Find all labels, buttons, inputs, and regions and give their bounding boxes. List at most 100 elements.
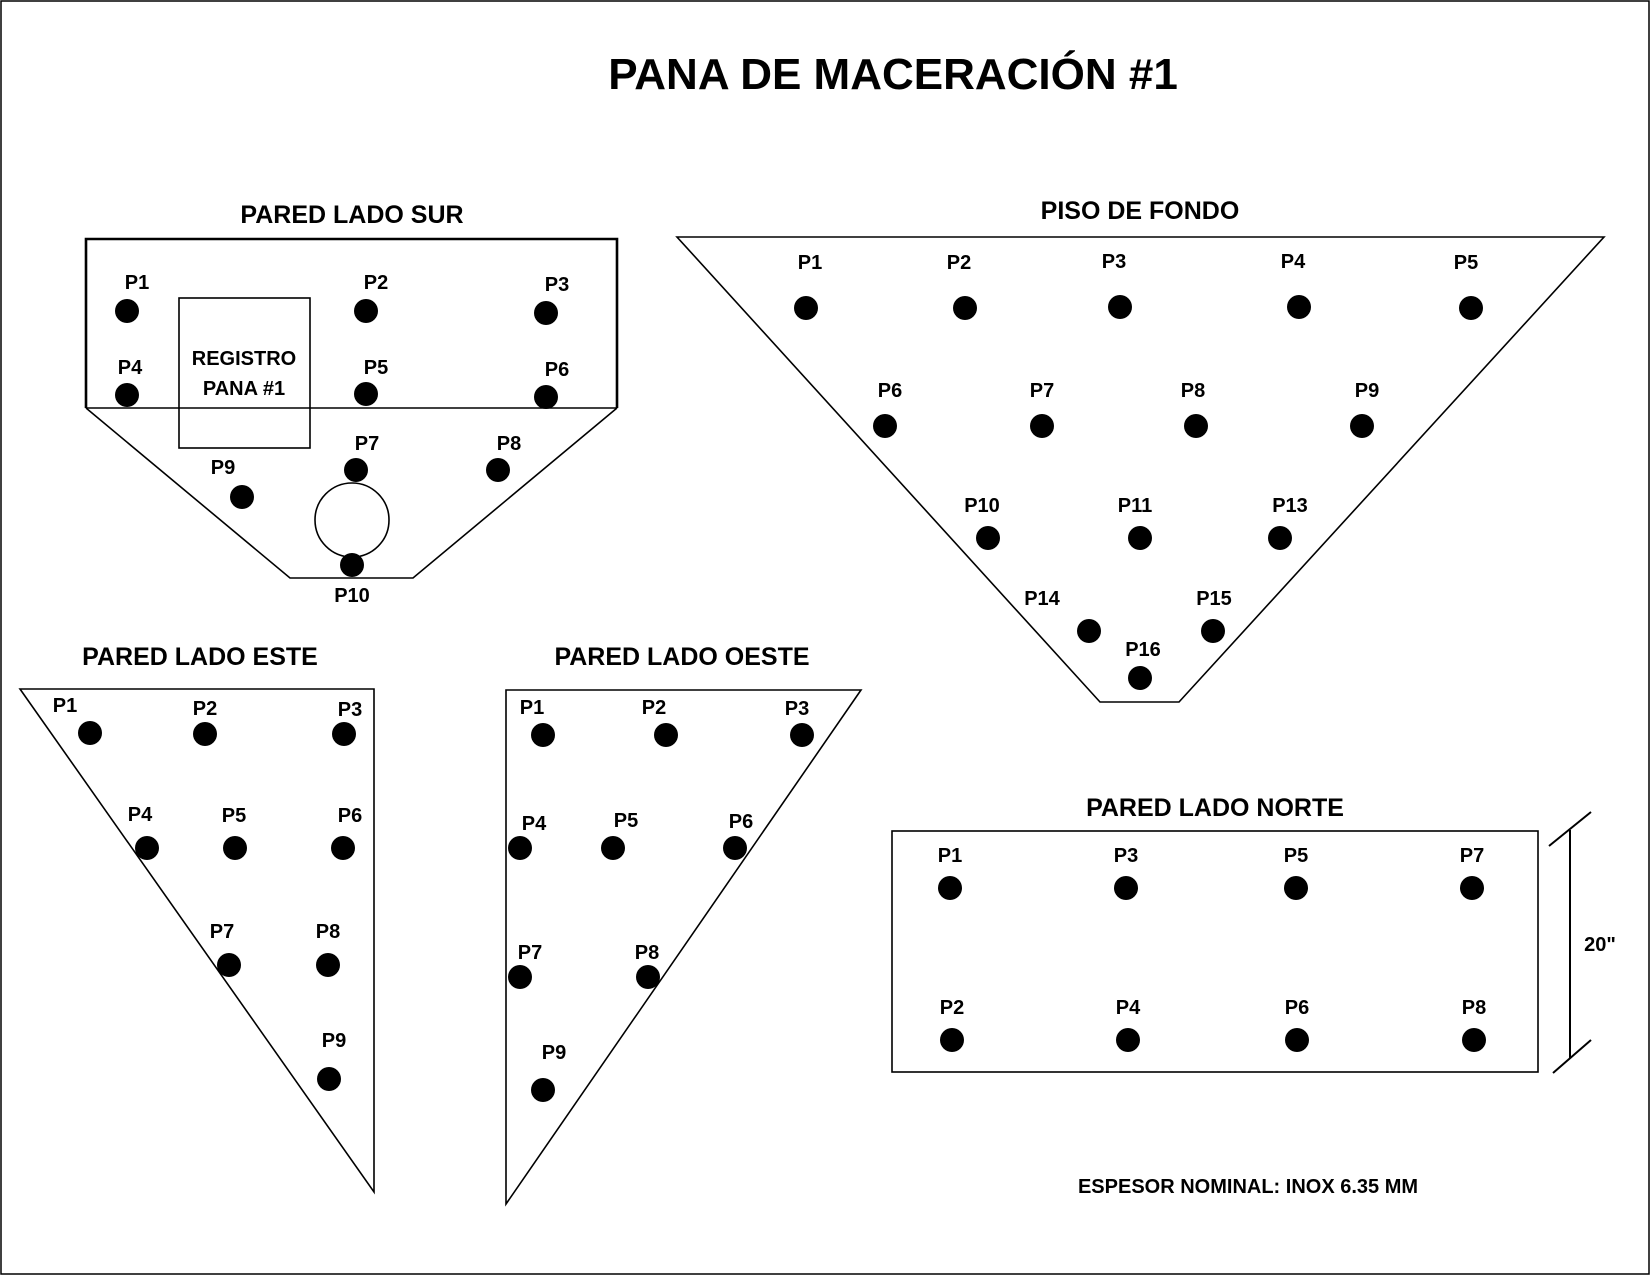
piso-point-p5[interactable]	[1459, 296, 1483, 320]
piso-label-p15: P15	[1196, 588, 1232, 610]
oeste-point-p4[interactable]	[508, 836, 532, 860]
sur-label-p1: P1	[125, 272, 149, 294]
oeste-point-p6[interactable]	[723, 836, 747, 860]
norte-label-p6: P6	[1285, 997, 1309, 1019]
oeste-label-p5: P5	[614, 810, 638, 832]
sur-label-p10: P10	[334, 585, 370, 607]
este-point-p3[interactable]	[332, 722, 356, 746]
piso-outline	[675, 236, 1606, 703]
este-outline	[18, 688, 375, 1195]
piso-point-p2[interactable]	[953, 296, 977, 320]
piso-point-p1[interactable]	[794, 296, 818, 320]
este-label-p1: P1	[53, 695, 77, 717]
norte-label-p2: P2	[940, 997, 964, 1019]
sur-label-p4: P4	[118, 357, 143, 379]
piso-label-p14: P14	[1024, 588, 1060, 610]
sur-point-p2[interactable]	[354, 299, 378, 323]
oeste-point-p1[interactable]	[531, 723, 555, 747]
panel-pared-lado-oeste: PARED LADO OESTE P1 P2 P3 P4 P5 P6 P7 P8…	[505, 643, 863, 1207]
piso-point-p6[interactable]	[873, 414, 897, 438]
este-point-p1[interactable]	[78, 721, 102, 745]
sur-lower-trapezoid-outline	[85, 407, 618, 579]
sur-point-p3[interactable]	[534, 301, 558, 325]
piso-label-p5: P5	[1454, 252, 1478, 274]
registro-label-line2: PANA #1	[203, 378, 285, 400]
norte-point-p5[interactable]	[1284, 876, 1308, 900]
este-point-p4[interactable]	[135, 836, 159, 860]
oeste-point-p3[interactable]	[790, 723, 814, 747]
page-title: PANA DE MACERACIÓN #1	[608, 49, 1178, 99]
oeste-point-p2[interactable]	[654, 723, 678, 747]
sur-point-p8[interactable]	[486, 458, 510, 482]
este-label-p9: P9	[322, 1030, 346, 1052]
sur-point-p7[interactable]	[344, 458, 368, 482]
sur-point-p6[interactable]	[534, 385, 558, 409]
oeste-label-p8: P8	[635, 942, 659, 964]
piso-point-p4[interactable]	[1287, 295, 1311, 319]
norte-point-p6[interactable]	[1285, 1028, 1309, 1052]
este-point-p6[interactable]	[331, 836, 355, 860]
piso-label-p2: P2	[947, 252, 971, 274]
norte-point-p3[interactable]	[1114, 876, 1138, 900]
section-title-oeste: PARED LADO OESTE	[554, 643, 809, 671]
oeste-point-p8[interactable]	[636, 965, 660, 989]
piso-label-p1: P1	[798, 252, 822, 274]
oeste-point-p5[interactable]	[601, 836, 625, 860]
piso-point-p10[interactable]	[976, 526, 1000, 550]
section-title-sur: PARED LADO SUR	[240, 201, 463, 229]
norte-label-p4: P4	[1116, 997, 1141, 1019]
section-title-norte: PARED LADO NORTE	[1086, 794, 1344, 822]
sur-label-p7: P7	[355, 433, 379, 455]
este-label-p5: P5	[222, 805, 246, 827]
norte-outline	[891, 830, 1539, 1073]
sur-point-p5[interactable]	[354, 382, 378, 406]
sur-point-p4[interactable]	[115, 383, 139, 407]
este-point-p9[interactable]	[317, 1067, 341, 1091]
piso-point-p11[interactable]	[1128, 526, 1152, 550]
norte-point-p1[interactable]	[938, 876, 962, 900]
norte-label-p3: P3	[1114, 845, 1138, 867]
piso-point-p9[interactable]	[1350, 414, 1374, 438]
oeste-point-p9[interactable]	[531, 1078, 555, 1102]
norte-point-p8[interactable]	[1462, 1028, 1486, 1052]
este-point-p2[interactable]	[193, 722, 217, 746]
norte-point-p2[interactable]	[940, 1028, 964, 1052]
piso-point-p7[interactable]	[1030, 414, 1054, 438]
este-point-p8[interactable]	[316, 953, 340, 977]
piso-label-p16: P16	[1125, 639, 1161, 661]
piso-label-p13: P13	[1272, 495, 1308, 517]
sur-label-p9: P9	[211, 457, 235, 479]
norte-label-p8: P8	[1462, 997, 1486, 1019]
section-title-este: PARED LADO ESTE	[82, 643, 318, 671]
piso-point-p3[interactable]	[1108, 295, 1132, 319]
sur-point-p1[interactable]	[115, 299, 139, 323]
sur-point-p9[interactable]	[230, 485, 254, 509]
oeste-outline	[505, 689, 863, 1207]
panel-pared-lado-este: PARED LADO ESTE P1 P2 P3 P4 P5 P6 P7 P8 …	[18, 643, 375, 1195]
norte-label-p5: P5	[1284, 845, 1308, 867]
este-label-p6: P6	[338, 805, 362, 827]
sur-point-p10[interactable]	[340, 553, 364, 577]
norte-point-p7[interactable]	[1460, 876, 1484, 900]
piso-point-p14[interactable]	[1077, 619, 1101, 643]
panel-piso-de-fondo: PISO DE FONDO P1 P2 P3 P4 P5 P6 P7 P8 P9…	[675, 197, 1606, 703]
piso-point-p15[interactable]	[1201, 619, 1225, 643]
oeste-label-p7: P7	[518, 942, 542, 964]
dimension-label: 20"	[1584, 934, 1616, 956]
section-title-piso: PISO DE FONDO	[1041, 197, 1240, 225]
norte-label-p7: P7	[1460, 845, 1484, 867]
oeste-label-p1: P1	[520, 697, 544, 719]
piso-point-p16[interactable]	[1128, 666, 1152, 690]
oeste-point-p7[interactable]	[508, 965, 532, 989]
registro-pana-box	[178, 297, 311, 449]
piso-point-p13[interactable]	[1268, 526, 1292, 550]
oeste-label-p4: P4	[522, 813, 547, 835]
piso-point-p8[interactable]	[1184, 414, 1208, 438]
piso-label-p3: P3	[1102, 251, 1126, 273]
piso-label-p11: P11	[1118, 495, 1152, 517]
este-point-p5[interactable]	[223, 836, 247, 860]
este-point-p7[interactable]	[217, 953, 241, 977]
norte-point-p4[interactable]	[1116, 1028, 1140, 1052]
dimension-tick-bottom	[1552, 1039, 1592, 1074]
